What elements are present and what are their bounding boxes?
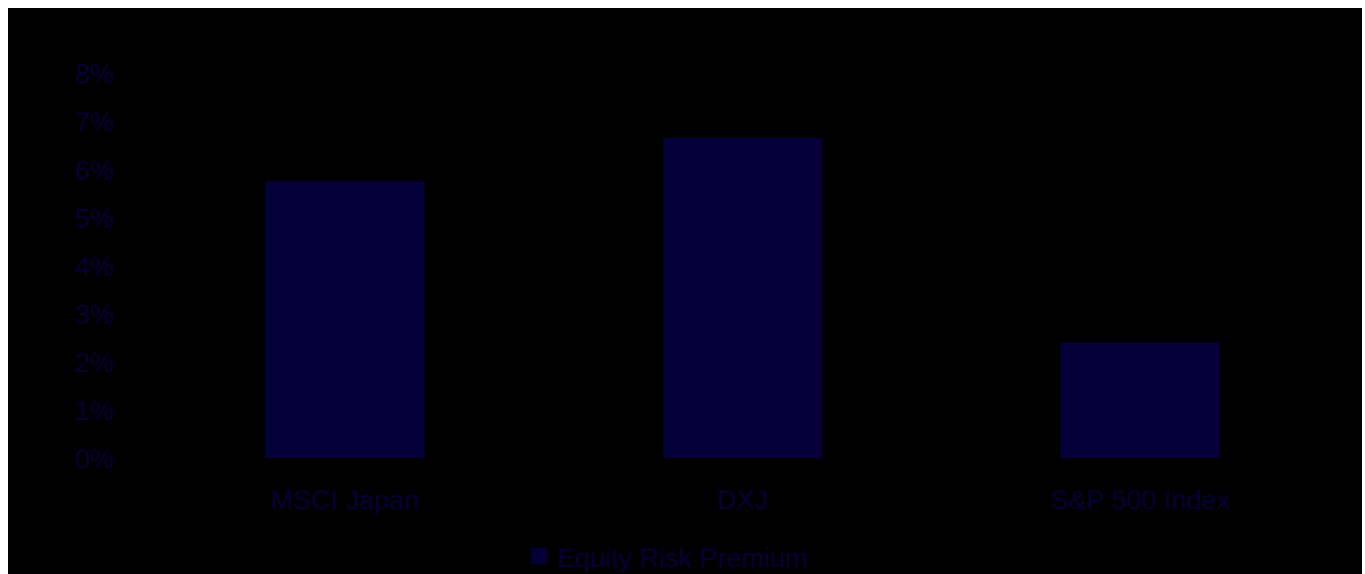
y-tick-label: 3% (75, 300, 114, 330)
x-tick-label: DXJ (717, 485, 768, 515)
bar (1060, 342, 1220, 458)
y-tick-label: 2% (75, 348, 114, 378)
bar (265, 181, 425, 458)
y-tick-label: 4% (75, 252, 114, 282)
x-tick-label: MSCI Japan (271, 485, 420, 515)
legend-label: Equity Risk Premium (557, 543, 808, 573)
y-tick-label: 7% (75, 107, 114, 137)
y-tick-label: 5% (75, 203, 114, 233)
y-tick-label: 1% (75, 396, 114, 426)
legend: Equity Risk Premium (531, 543, 808, 573)
x-tick-label: S&P 500 Index (1050, 485, 1230, 515)
y-tick-label: 0% (75, 444, 114, 474)
bar (663, 137, 822, 458)
y-tick-label: 6% (75, 155, 114, 185)
legend-swatch (531, 548, 547, 564)
y-tick-label: 8% (75, 59, 114, 89)
